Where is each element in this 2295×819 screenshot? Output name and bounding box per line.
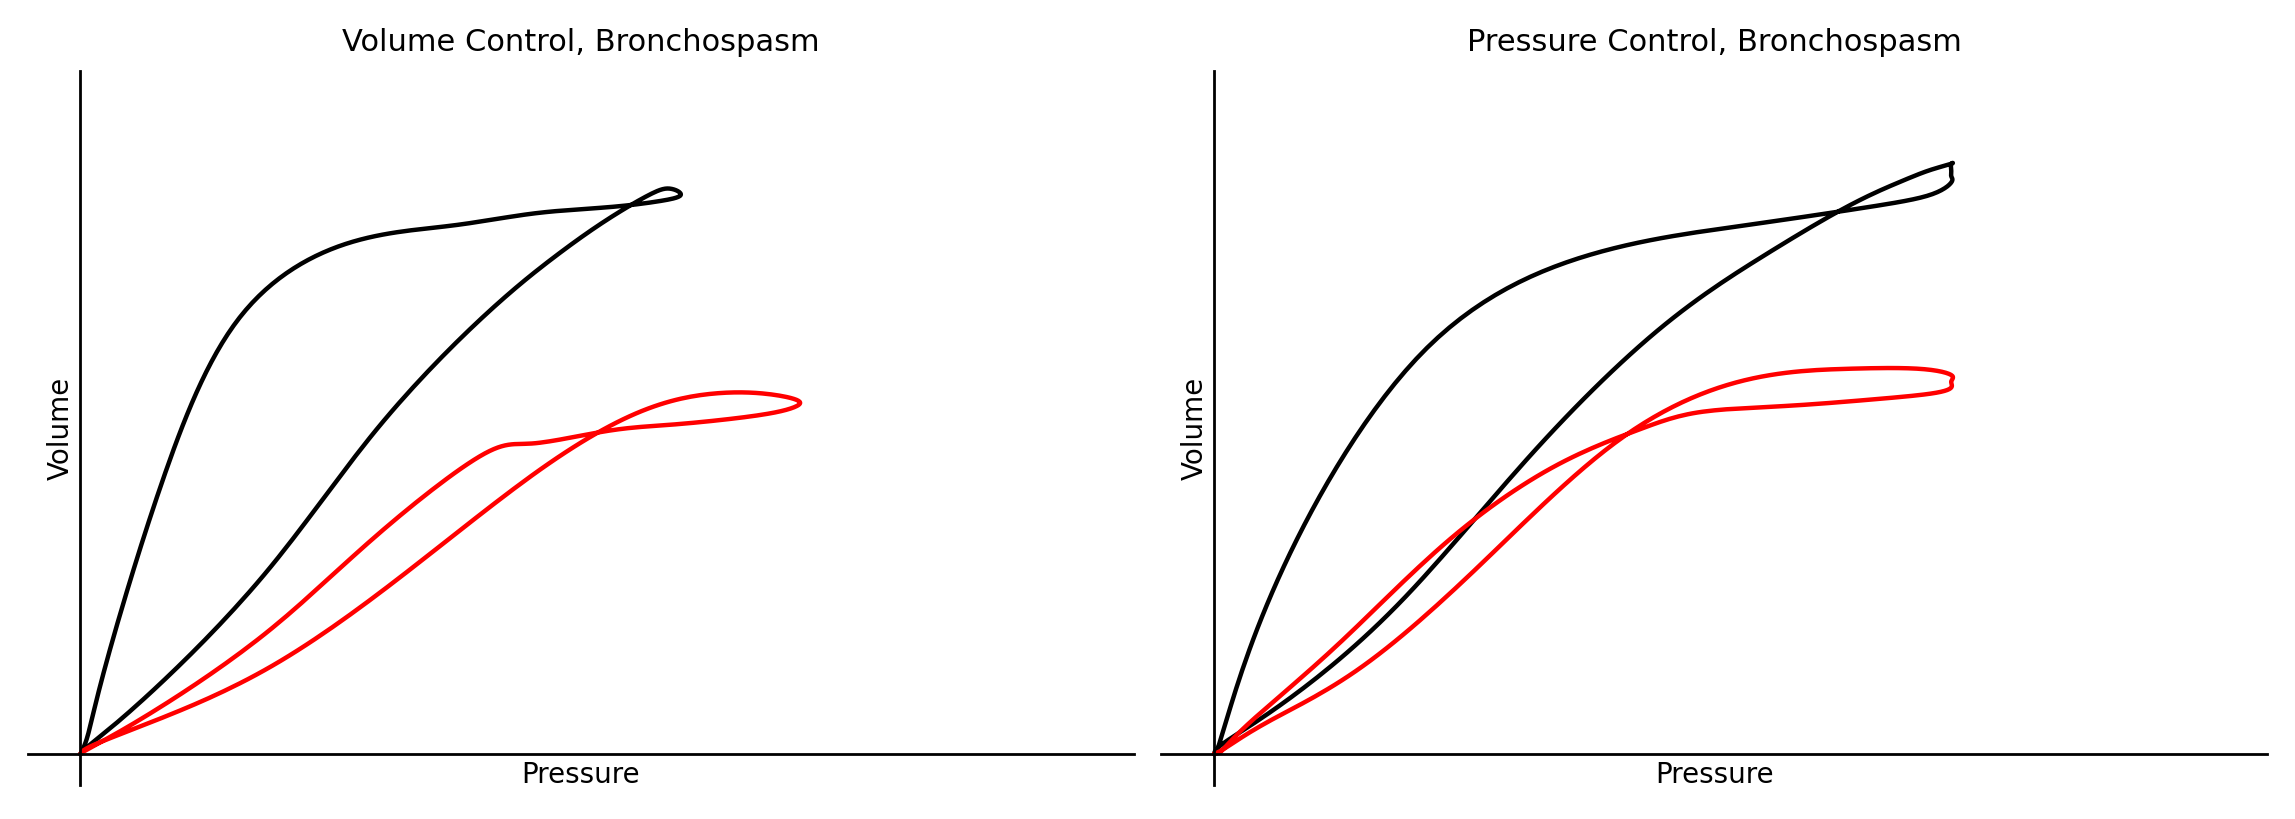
Y-axis label: Volume: Volume xyxy=(46,377,76,480)
Y-axis label: Volume: Volume xyxy=(1180,377,1209,480)
Title: Pressure Control, Bronchospasm: Pressure Control, Bronchospasm xyxy=(1467,28,1962,57)
X-axis label: Pressure: Pressure xyxy=(521,760,640,788)
Title: Volume Control, Bronchospasm: Volume Control, Bronchospasm xyxy=(342,28,819,57)
X-axis label: Pressure: Pressure xyxy=(1655,760,1774,788)
